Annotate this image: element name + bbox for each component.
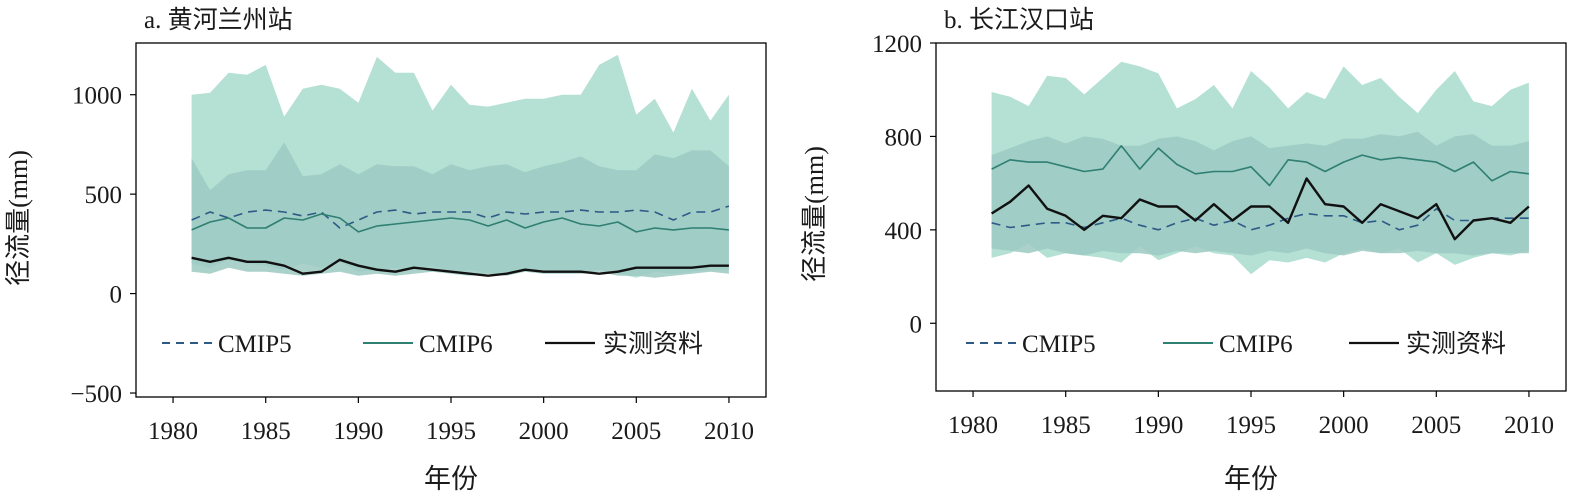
panel-a-cmip5-band: [191, 142, 729, 278]
panel-a-title: a. 黄河兰州站: [144, 6, 293, 34]
panel-b-x-tick-label: 2010: [1504, 412, 1554, 439]
panel-b-ticks: 1980 1985 1990 1995 2000 2005 2010 0 400 800 1200: [872, 31, 1554, 439]
panel-a-x-tick-label: 2005: [611, 418, 661, 445]
panel-b-x-tick-label: 1995: [1226, 412, 1276, 439]
panel-b-x-tick-label: 1990: [1133, 412, 1183, 439]
panel-a-legend-observed-label: 实测资料: [603, 330, 703, 358]
panel-b-y-tick-label: 400: [885, 218, 923, 245]
panel-b-x-tick-label: 2000: [1319, 412, 1369, 439]
panel-b-legend: CMIP5 CMIP6 实测资料: [966, 330, 1506, 358]
panel-b-y-tick-label: 1200: [872, 31, 922, 58]
panel-a-y-tick-label: 500: [85, 182, 123, 209]
panel-b-legend-observed-label: 实测资料: [1406, 330, 1506, 358]
panel-a-y-tick-label: 0: [110, 282, 123, 309]
panel-b-y-tick-label: 800: [885, 124, 923, 151]
panel-a-legend-cmip5-label: CMIP5: [218, 331, 292, 358]
panel-a-cmip5-line: [191, 205, 730, 229]
panel-a-cmip6-line: [191, 213, 729, 233]
panel-a-legend-cmip6-label: CMIP6: [419, 331, 493, 358]
panel-a-x-tick-label: 1995: [426, 418, 476, 445]
panel-b-x-axis-label: 年份: [1224, 464, 1278, 494]
panel-b-cmip6-line: [991, 145, 1529, 187]
panel-b-observed-line: [990, 177, 1530, 241]
panel-a-y-tick-label: −500: [70, 381, 122, 408]
panel-b-x-tick-label: 2005: [1411, 412, 1461, 439]
panel-a-x-tick-label: 2010: [704, 418, 754, 445]
panel-b-plot-area: [990, 61, 1530, 275]
panel-a-x-tick-label: 1990: [333, 418, 383, 445]
panel-a-observed-line: [191, 256, 729, 277]
panel-b-legend-cmip6-label: CMIP6: [1219, 331, 1293, 358]
panel-b-cmip5-band: [991, 131, 1529, 256]
panel-a-y-tick-label: 1000: [72, 83, 122, 110]
panel-b: 1980 1985 1990 1995 2000 2005 201004008001200 …: [800, 6, 1567, 494]
panel-a: 1980 1985 1990 1995 2000 2005 2010 −500 0 500 1000…: [4, 6, 767, 494]
panel-a-x-axis-label: 年份: [424, 464, 478, 494]
panel-b-x-tick-label: 1985: [1041, 412, 1091, 439]
panel-b-legend-cmip5-label: CMIP5: [1022, 331, 1096, 358]
panel-a-x-tick-label: 1980: [148, 418, 198, 445]
panel-a-legend: CMIP5 CMIP6 实测资料: [162, 330, 703, 358]
panel-b-y-axis-label: 径流量(mm): [800, 146, 829, 282]
panel-a-x-tick-label: 2000: [519, 418, 569, 445]
panel-a-ticks: 1980 1985 1990 1995 2000 2005 2010 −500 0 500 1000: [70, 83, 754, 445]
panel-a-plot-area: [191, 54, 730, 278]
panel-b-y-tick-label: 0: [910, 311, 923, 338]
panel-a-x-tick-label: 1985: [241, 418, 291, 445]
panel-b-x-tick-label: 1980: [948, 412, 998, 439]
panel-a-y-axis-label: 径流量(mm): [4, 150, 33, 286]
panel-b-title: b. 长江汉口站: [944, 6, 1094, 34]
